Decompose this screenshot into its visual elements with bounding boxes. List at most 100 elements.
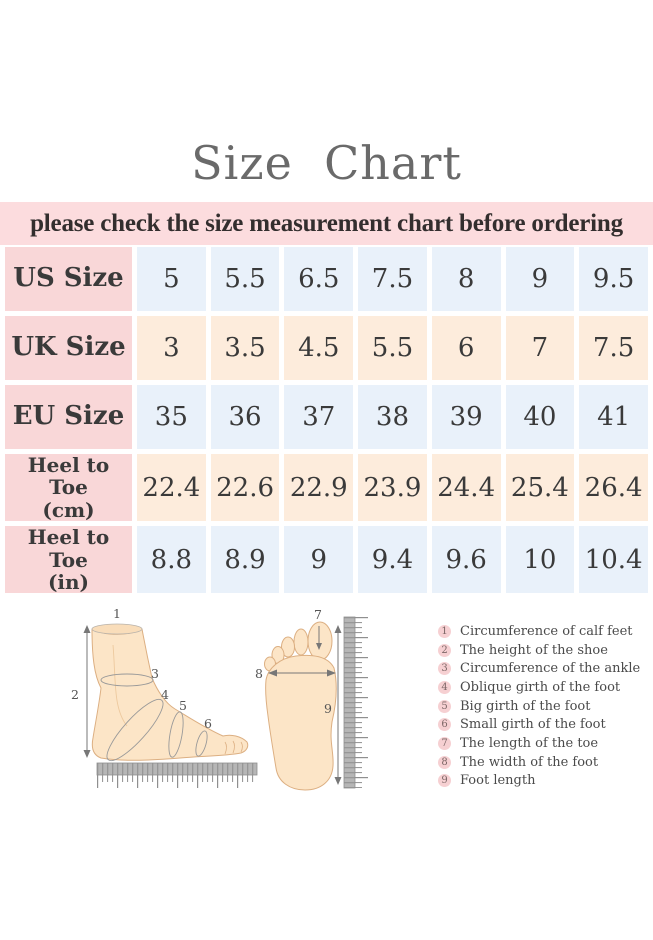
girth-measurement-lines bbox=[100, 673, 208, 762]
callout-6: 6 bbox=[204, 716, 212, 731]
legend-item: 1 Circumference of calf feet bbox=[438, 622, 640, 641]
size-cell: 3.5 bbox=[210, 316, 280, 380]
row-label-line2: (in) bbox=[47, 569, 90, 594]
row-label: Heel to Toe (in) bbox=[5, 526, 132, 593]
legend-number-badge: 6 bbox=[438, 718, 451, 732]
foot-width-arrow bbox=[268, 669, 336, 677]
legend-number-badge: 3 bbox=[438, 662, 451, 676]
row-label: US Size bbox=[5, 247, 132, 311]
size-cell: 10 bbox=[505, 526, 575, 594]
callout-3: 3 bbox=[151, 666, 159, 681]
row-label-line1: UK Size bbox=[11, 332, 126, 363]
row-label-line1: EU Size bbox=[12, 401, 125, 432]
foot-sole-diagram: 7 8 9 bbox=[255, 607, 368, 791]
legend-number-badge: 4 bbox=[438, 680, 451, 694]
size-cell: 7 bbox=[505, 316, 575, 380]
size-cell: 3 bbox=[137, 316, 206, 380]
page-title: Size Chart bbox=[191, 136, 462, 190]
legend-item: 7 The length of the toe bbox=[438, 734, 640, 753]
legend-number-badge: 5 bbox=[438, 699, 451, 713]
foot-length-arrow bbox=[334, 625, 342, 785]
table-row-eu-size: EU Size 35 36 37 38 39 40 41 bbox=[5, 385, 648, 449]
size-cell: 23.9 bbox=[358, 454, 427, 522]
size-cell: 37 bbox=[284, 385, 354, 449]
legend-item: 8 The width of the foot bbox=[438, 753, 640, 772]
size-table: US Size 5 5.5 6.5 7.5 8 9 9.5 UK Size 3 … bbox=[0, 242, 653, 598]
size-cell: 6 bbox=[431, 316, 501, 380]
toe-length-arrow bbox=[316, 626, 322, 650]
size-cell: 22.6 bbox=[210, 454, 280, 522]
size-cell: 5.5 bbox=[210, 247, 280, 311]
size-cell: 7.5 bbox=[358, 247, 427, 311]
table-row-heel-to-toe-cm: Heel to Toe (cm) 22.4 22.6 22.9 23.9 24.… bbox=[5, 454, 648, 521]
callout-9: 9 bbox=[324, 701, 332, 716]
measurement-legend: 1 Circumference of calf feet 2 The heigh… bbox=[438, 622, 640, 790]
size-cell: 9.4 bbox=[358, 526, 427, 594]
size-cell: 9.5 bbox=[579, 247, 648, 311]
callout-8: 8 bbox=[255, 666, 263, 681]
order-note-banner: please check the size measurement chart … bbox=[0, 202, 653, 245]
size-cell: 6.5 bbox=[284, 247, 354, 311]
legend-number-badge: 2 bbox=[438, 643, 451, 657]
size-cell: 24.4 bbox=[431, 454, 501, 522]
legend-item-label: The height of the shoe bbox=[460, 642, 608, 658]
size-cell: 22.4 bbox=[137, 454, 206, 522]
callout-7: 7 bbox=[314, 607, 322, 622]
table-row-us-size: US Size 5 5.5 6.5 7.5 8 9 9.5 bbox=[5, 247, 648, 311]
row-label-line2: (cm) bbox=[42, 497, 95, 522]
legend-item: 5 Big girth of the foot bbox=[438, 697, 640, 716]
foot-side-illustration bbox=[91, 623, 249, 761]
legend-item-label: Circumference of calf feet bbox=[460, 623, 633, 639]
legend-item-label: Big girth of the foot bbox=[460, 698, 591, 714]
legend-item: 9 Foot length bbox=[438, 772, 640, 791]
size-cell: 35 bbox=[137, 385, 206, 449]
row-label-line1: Heel to Toe bbox=[27, 453, 110, 500]
row-label-line1: Heel to Toe bbox=[27, 525, 110, 572]
row-label-line1: US Size bbox=[13, 263, 124, 294]
legend-number-badge: 7 bbox=[438, 736, 451, 750]
size-cell: 4.5 bbox=[284, 316, 354, 380]
callout-5: 5 bbox=[179, 698, 187, 713]
size-cell: 9 bbox=[284, 526, 354, 594]
table-row-uk-size: UK Size 3 3.5 4.5 5.5 6 7 7.5 bbox=[5, 316, 648, 380]
row-label: EU Size bbox=[5, 385, 132, 449]
legend-item-label: Oblique girth of the foot bbox=[460, 679, 621, 695]
size-cell: 10.4 bbox=[579, 526, 648, 594]
vertical-ruler bbox=[343, 616, 368, 789]
size-cell: 39 bbox=[431, 385, 501, 449]
legend-item-label: The length of the toe bbox=[460, 735, 599, 751]
foot-side-diagram: 1 2 3 4 5 6 bbox=[71, 606, 258, 788]
legend-item-label: Circumference of the ankle bbox=[460, 661, 641, 677]
size-cell: 9 bbox=[505, 247, 575, 311]
legend-item-label: The width of the foot bbox=[460, 754, 599, 770]
size-cell: 36 bbox=[210, 385, 280, 449]
size-cell: 9.6 bbox=[431, 526, 501, 594]
legend-number-badge: 1 bbox=[438, 624, 451, 638]
legend-item: 4 Oblique girth of the foot bbox=[438, 678, 640, 697]
size-cell: 25.4 bbox=[505, 454, 575, 522]
legend-item: 3 Circumference of the ankle bbox=[438, 659, 640, 678]
horizontal-ruler bbox=[96, 762, 258, 788]
size-cell: 41 bbox=[579, 385, 648, 449]
size-cell: 5.5 bbox=[358, 316, 427, 380]
callout-1: 1 bbox=[113, 606, 121, 621]
legend-item-label: Small girth of the foot bbox=[460, 717, 606, 733]
size-cell: 40 bbox=[505, 385, 575, 449]
size-cell: 8 bbox=[431, 247, 501, 311]
legend-item-label: Foot length bbox=[460, 773, 536, 789]
callout-2: 2 bbox=[71, 687, 79, 702]
callout-4: 4 bbox=[161, 687, 169, 702]
size-cell: 8.9 bbox=[210, 526, 280, 594]
legend-item: 6 Small girth of the foot bbox=[438, 715, 640, 734]
size-cell: 5 bbox=[137, 247, 206, 311]
legend-item: 2 The height of the shoe bbox=[438, 641, 640, 660]
foot-sole-illustration bbox=[264, 621, 337, 791]
shoe-height-arrow bbox=[83, 625, 91, 758]
size-cell: 38 bbox=[358, 385, 427, 449]
size-cell: 7.5 bbox=[579, 316, 648, 380]
row-label: Heel to Toe (cm) bbox=[5, 454, 132, 521]
legend-number-badge: 8 bbox=[438, 755, 451, 769]
size-cell: 22.9 bbox=[284, 454, 354, 522]
row-label: UK Size bbox=[5, 316, 132, 380]
